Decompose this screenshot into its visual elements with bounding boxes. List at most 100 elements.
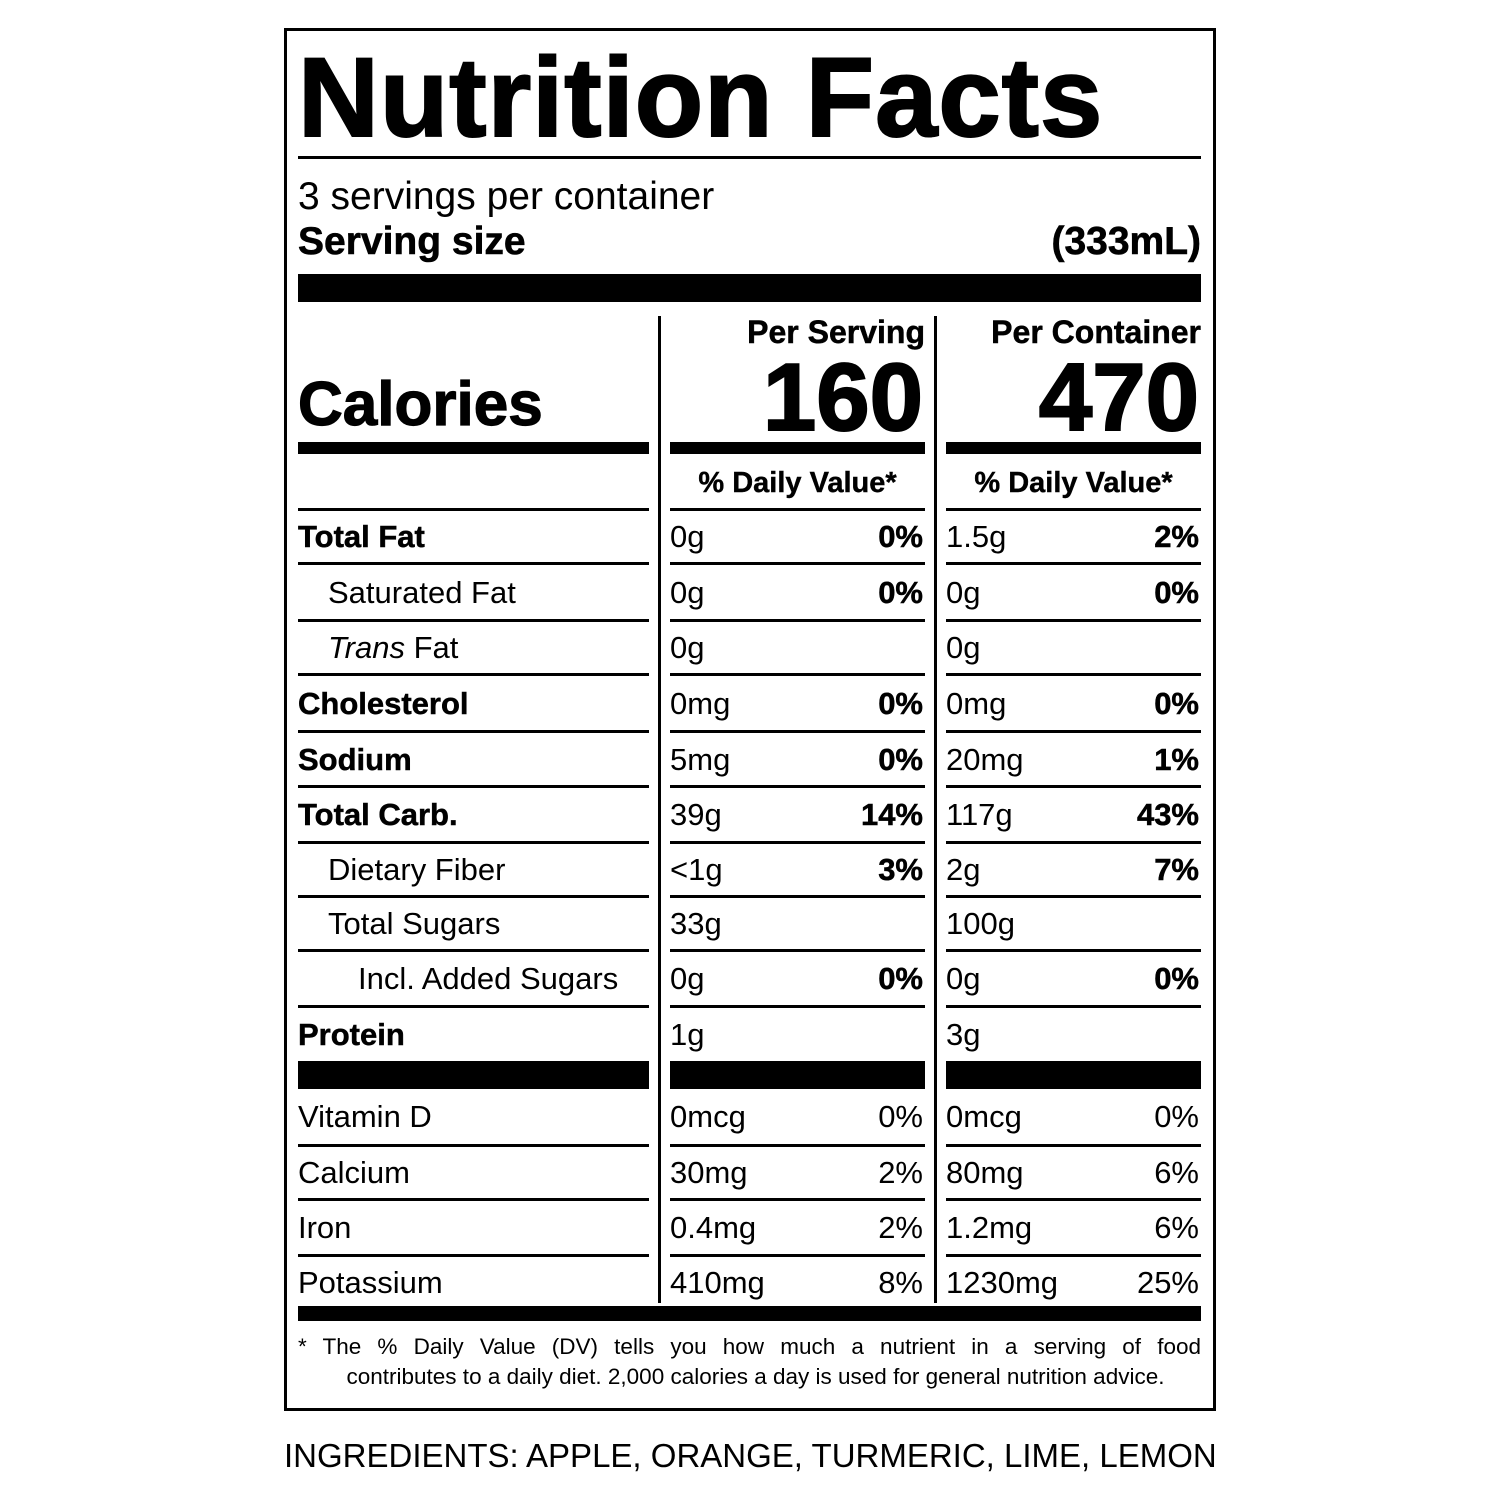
serving-amount: 33g	[670, 898, 925, 950]
container-amount-text: 1230mg	[946, 1264, 1059, 1300]
row-divider	[946, 1198, 1201, 1201]
row-divider	[298, 562, 649, 565]
row-divider	[670, 785, 925, 788]
nutrient-name-text: Fat	[413, 630, 459, 665]
serving-daily-value-text: 0%	[878, 1099, 923, 1134]
serving-size-label: Serving size	[298, 220, 526, 264]
row-divider	[946, 841, 1201, 844]
serving-daily-value: 0%	[670, 511, 923, 563]
serving-daily-value-text: 14%	[860, 797, 924, 832]
thick-divider	[298, 442, 649, 454]
container-daily-value: 6%	[946, 1147, 1199, 1199]
vitamin-name-text: Iron	[298, 1210, 352, 1245]
container-amount: 3g	[946, 1008, 1201, 1061]
serving-daily-value: 14%	[670, 788, 924, 842]
serving-daily-value-text: 2%	[878, 1210, 923, 1245]
serving-daily-value-text: 0%	[878, 741, 923, 777]
row-divider	[670, 619, 925, 622]
row-divider	[670, 730, 925, 733]
row-divider	[946, 562, 1201, 565]
serving-daily-value: 3%	[670, 844, 923, 896]
footnote-line-1: * The % Daily Value (DV) tells you how m…	[298, 1334, 1201, 1359]
serving-amount-text: 5mg	[670, 741, 731, 777]
serving-amount-text: 0mcg	[670, 1099, 746, 1134]
container-daily-value: 0%	[946, 952, 1199, 1006]
nutrient-name-text: Total Fat	[298, 519, 425, 554]
nutrient-name: Sodium	[298, 733, 649, 786]
per-serving-header: Per Serving	[747, 314, 925, 351]
row-divider	[946, 508, 1201, 511]
vitamin-name-text: Potassium	[298, 1264, 443, 1300]
thick-divider	[946, 442, 1201, 454]
nutrient-name: Trans Fat	[328, 622, 649, 674]
nutrient-name: Cholesterol	[298, 676, 649, 731]
serving-amount: <1g	[670, 844, 925, 896]
serving-amount-text: 0g	[670, 519, 705, 554]
container-daily-value-text: 2%	[1154, 519, 1199, 554]
container-amount-text: 117g	[946, 797, 1013, 832]
column-divider	[934, 316, 937, 1303]
row-divider	[946, 1254, 1201, 1257]
container-daily-value-text: 6%	[1154, 1210, 1199, 1245]
serving-amount-text: 30mg	[670, 1155, 748, 1190]
serving-amount: 0g	[670, 565, 925, 620]
container-amount-text: 0g	[946, 630, 981, 665]
container-amount-text: 100g	[946, 906, 1015, 941]
per-container-header: Per Container	[991, 314, 1201, 351]
serving-daily-value: 2%	[670, 1147, 923, 1199]
serving-daily-value	[670, 898, 923, 950]
serving-amount: 0mcg	[670, 1089, 925, 1145]
daily-value-header-serving: % Daily Value*	[698, 467, 897, 499]
container-amount: 2g	[946, 844, 1201, 896]
vitamin-name: Potassium	[298, 1257, 649, 1308]
container-daily-value: 0%	[946, 565, 1199, 620]
serving-amount-text: 1g	[670, 1016, 705, 1052]
row-divider	[298, 619, 649, 622]
serving-daily-value-text: 2%	[878, 1155, 923, 1190]
container-daily-value-text: 43%	[1136, 797, 1200, 832]
container-daily-value	[946, 898, 1199, 950]
container-daily-value: 0%	[946, 676, 1199, 731]
row-divider	[670, 508, 925, 511]
row-divider	[670, 841, 925, 844]
row-divider	[946, 1144, 1201, 1147]
row-divider	[298, 1198, 649, 1201]
container-amount-text: 1.5g	[946, 519, 1007, 554]
vitamin-name-text: Vitamin D	[298, 1099, 432, 1134]
container-amount: 1.2mg	[946, 1201, 1201, 1255]
row-divider	[298, 508, 649, 511]
container-amount-text: 0g	[946, 574, 981, 610]
row-divider	[298, 1254, 649, 1257]
container-amount-text: 3g	[946, 1016, 981, 1052]
calories-label: Calories	[297, 369, 543, 439]
serving-amount: 0g	[670, 511, 925, 563]
serving-daily-value-text: 8%	[878, 1264, 923, 1300]
row-divider	[670, 949, 925, 952]
container-daily-value: 43%	[946, 788, 1200, 842]
serving-daily-value: 0%	[670, 952, 923, 1006]
serving-amount-text: 33g	[670, 906, 722, 941]
row-divider	[670, 673, 925, 676]
serving-amount-text: 0g	[670, 574, 705, 610]
serving-daily-value: 0%	[670, 733, 923, 786]
footnote: * The % Daily Value (DV) tells you how m…	[298, 1332, 1201, 1392]
nutrient-name-text: Total Carb.	[298, 797, 458, 832]
row-divider	[946, 1005, 1201, 1008]
serving-amount: 0g	[670, 952, 925, 1006]
calories-per-container: 470	[1038, 344, 1200, 451]
nutrition-facts-panel	[284, 28, 1216, 1411]
row-divider	[298, 730, 649, 733]
serving-amount-text: 410mg	[670, 1264, 765, 1300]
serving-amount: 30mg	[670, 1147, 925, 1199]
serving-daily-value: 0%	[670, 1089, 923, 1145]
serving-amount-text: 0g	[670, 961, 705, 996]
container-amount: 0mg	[946, 676, 1201, 731]
thick-divider	[670, 1061, 925, 1089]
nutrient-name: Total Sugars	[328, 898, 649, 950]
daily-value-header-container: % Daily Value*	[974, 467, 1173, 499]
row-divider	[946, 949, 1201, 952]
calories-per-serving: 160	[762, 344, 924, 451]
container-daily-value: 1%	[946, 733, 1199, 786]
container-amount: 1.5g	[946, 511, 1201, 563]
container-amount: 20mg	[946, 733, 1201, 786]
